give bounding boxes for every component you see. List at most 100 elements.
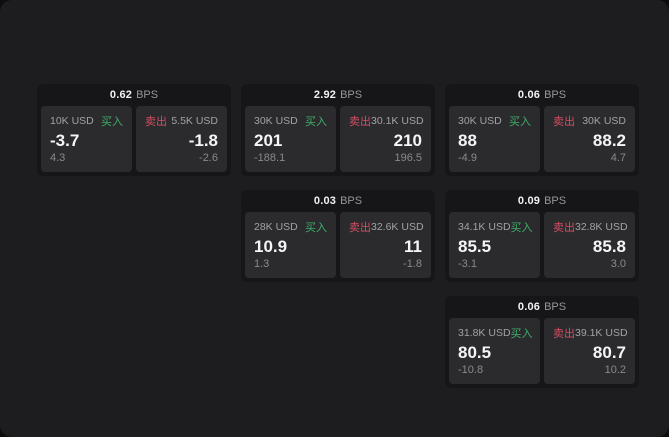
sell-side-label: 卖出	[553, 328, 575, 340]
sell-price: -1.8	[188, 131, 218, 151]
buy-delta: -4.9	[458, 152, 477, 164]
buy-panel-header: 30K USD 买入	[254, 113, 327, 129]
quote-panels: 30K USD 买入 201 -188.1 卖出 30.1K USD 210 1…	[245, 106, 431, 172]
buy-delta: -3.1	[458, 258, 477, 270]
buy-side-label: 买入	[510, 222, 533, 234]
sell-delta: -1.8	[403, 258, 422, 270]
sell-price: 80.7	[592, 343, 626, 363]
sell-panel[interactable]: 卖出 32.8K USD 85.8 3.0	[544, 212, 635, 278]
buy-panel[interactable]: 30K USD 买入 88 -4.9	[449, 106, 540, 172]
bps-value: 0.03	[313, 195, 337, 207]
quote-grid: 0.62 BPS 10K USD 买入 -3.7 4.3 卖出	[37, 84, 639, 388]
sell-size-label: 30K USD	[582, 115, 626, 127]
sell-panel-header: 卖出 32.8K USD	[553, 219, 628, 235]
sell-panel-header: 卖出 39.1K USD	[553, 325, 628, 341]
buy-side-label: 买入	[509, 116, 531, 128]
buy-panel[interactable]: 30K USD 买入 201 -188.1	[245, 106, 336, 172]
bps-value: 0.09	[517, 195, 541, 207]
sell-size-label: 5.5K USD	[171, 115, 218, 127]
quote-panels: 28K USD 买入 10.9 1.3 卖出 32.6K USD 11 -1.8	[245, 212, 431, 278]
sell-panel-header: 卖出 32.6K USD	[349, 219, 424, 235]
buy-panel-header: 34.1K USD 买入	[458, 219, 533, 235]
sell-side-label: 卖出	[553, 116, 575, 128]
buy-price: 85.5	[458, 237, 492, 257]
buy-price: 10.9	[254, 237, 288, 257]
quote-panels: 10K USD 买入 -3.7 4.3 卖出 5.5K USD -1.8 -2.…	[41, 106, 227, 172]
sell-price: 88.2	[592, 131, 626, 151]
buy-panel-header: 10K USD 买入	[50, 113, 123, 129]
buy-delta: 4.3	[50, 152, 66, 164]
card-header: 0.03 BPS	[245, 190, 431, 212]
buy-delta: 1.3	[254, 258, 270, 270]
quote-card: 0.62 BPS 10K USD 买入 -3.7 4.3 卖出	[37, 84, 231, 176]
quote-panels: 31.8K USD 买入 80.5 -10.8 卖出 39.1K USD 80.…	[449, 318, 635, 384]
buy-price: 88	[458, 131, 477, 151]
bps-unit-label: BPS	[340, 195, 363, 207]
buy-panel[interactable]: 31.8K USD 买入 80.5 -10.8	[449, 318, 540, 384]
buy-panel[interactable]: 10K USD 买入 -3.7 4.3	[41, 106, 132, 172]
buy-panel-header: 30K USD 买入	[458, 113, 531, 129]
sell-panel[interactable]: 卖出 30K USD 88.2 4.7	[544, 106, 635, 172]
sell-delta: 4.7	[610, 152, 626, 164]
buy-size-label: 31.8K USD	[458, 327, 511, 339]
sell-delta: 196.5	[394, 152, 422, 164]
sell-price: 11	[404, 237, 422, 257]
sell-panel[interactable]: 卖出 32.6K USD 11 -1.8	[340, 212, 431, 278]
sell-panel[interactable]: 卖出 39.1K USD 80.7 10.2	[544, 318, 635, 384]
quote-card: 0.09 BPS 34.1K USD 买入 85.5 -3.1 卖出	[445, 190, 639, 282]
sell-price: 85.8	[592, 237, 626, 257]
sell-panel-header: 卖出 5.5K USD	[145, 113, 218, 129]
quote-card: 0.06 BPS 31.8K USD 买入 80.5 -10.8 卖	[445, 296, 639, 388]
card-header: 0.62 BPS	[41, 84, 227, 106]
card-header: 0.06 BPS	[449, 84, 635, 106]
buy-side-label: 买入	[305, 222, 327, 234]
buy-panel-header: 28K USD 买入	[254, 219, 327, 235]
bps-unit-label: BPS	[544, 195, 567, 207]
bps-value: 0.06	[517, 301, 541, 313]
sell-size-label: 30.1K USD	[371, 115, 424, 127]
buy-size-label: 30K USD	[458, 115, 502, 127]
card-header: 0.09 BPS	[449, 190, 635, 212]
sell-panel[interactable]: 卖出 30.1K USD 210 196.5	[340, 106, 431, 172]
quote-panels: 34.1K USD 买入 85.5 -3.1 卖出 32.8K USD 85.8…	[449, 212, 635, 278]
card-header: 0.06 BPS	[449, 296, 635, 318]
bps-value: 0.62	[109, 89, 133, 101]
sell-panel[interactable]: 卖出 5.5K USD -1.8 -2.6	[136, 106, 227, 172]
sell-panel-header: 卖出 30K USD	[553, 113, 626, 129]
bps-unit-label: BPS	[544, 301, 567, 313]
quote-card: 0.06 BPS 30K USD 买入 88 -4.9 卖出	[445, 84, 639, 176]
sell-panel-header: 卖出 30.1K USD	[349, 113, 424, 129]
buy-panel[interactable]: 28K USD 买入 10.9 1.3	[245, 212, 336, 278]
buy-panel-header: 31.8K USD 买入	[458, 325, 533, 341]
buy-side-label: 买入	[101, 116, 123, 128]
buy-price: -3.7	[50, 131, 80, 151]
buy-delta: -10.8	[458, 364, 484, 376]
buy-size-label: 30K USD	[254, 115, 298, 127]
sell-delta: 10.2	[604, 364, 626, 376]
bps-unit-label: BPS	[340, 89, 363, 101]
sell-delta: 3.0	[610, 258, 626, 270]
buy-size-label: 10K USD	[50, 115, 94, 127]
buy-delta: -188.1	[254, 152, 286, 164]
bps-unit-label: BPS	[544, 89, 567, 101]
buy-size-label: 28K USD	[254, 221, 298, 233]
sell-side-label: 卖出	[349, 222, 371, 234]
sell-side-label: 卖出	[349, 116, 371, 128]
bps-value: 2.92	[313, 89, 337, 101]
sell-price: 210	[393, 131, 422, 151]
sell-side-label: 卖出	[553, 222, 575, 234]
sell-delta: -2.6	[199, 152, 218, 164]
buy-price: 201	[254, 131, 283, 151]
quote-panels: 30K USD 买入 88 -4.9 卖出 30K USD 88.2 4.7	[449, 106, 635, 172]
card-header: 2.92 BPS	[245, 84, 431, 106]
buy-side-label: 买入	[510, 328, 533, 340]
bps-value: 0.06	[517, 89, 541, 101]
buy-panel[interactable]: 34.1K USD 买入 85.5 -3.1	[449, 212, 540, 278]
buy-price: 80.5	[458, 343, 492, 363]
sell-size-label: 39.1K USD	[575, 327, 628, 339]
buy-side-label: 买入	[305, 116, 327, 128]
sell-size-label: 32.6K USD	[371, 221, 424, 233]
quote-card: 2.92 BPS 30K USD 买入 201 -188.1 卖出	[241, 84, 435, 176]
buy-size-label: 34.1K USD	[458, 221, 511, 233]
